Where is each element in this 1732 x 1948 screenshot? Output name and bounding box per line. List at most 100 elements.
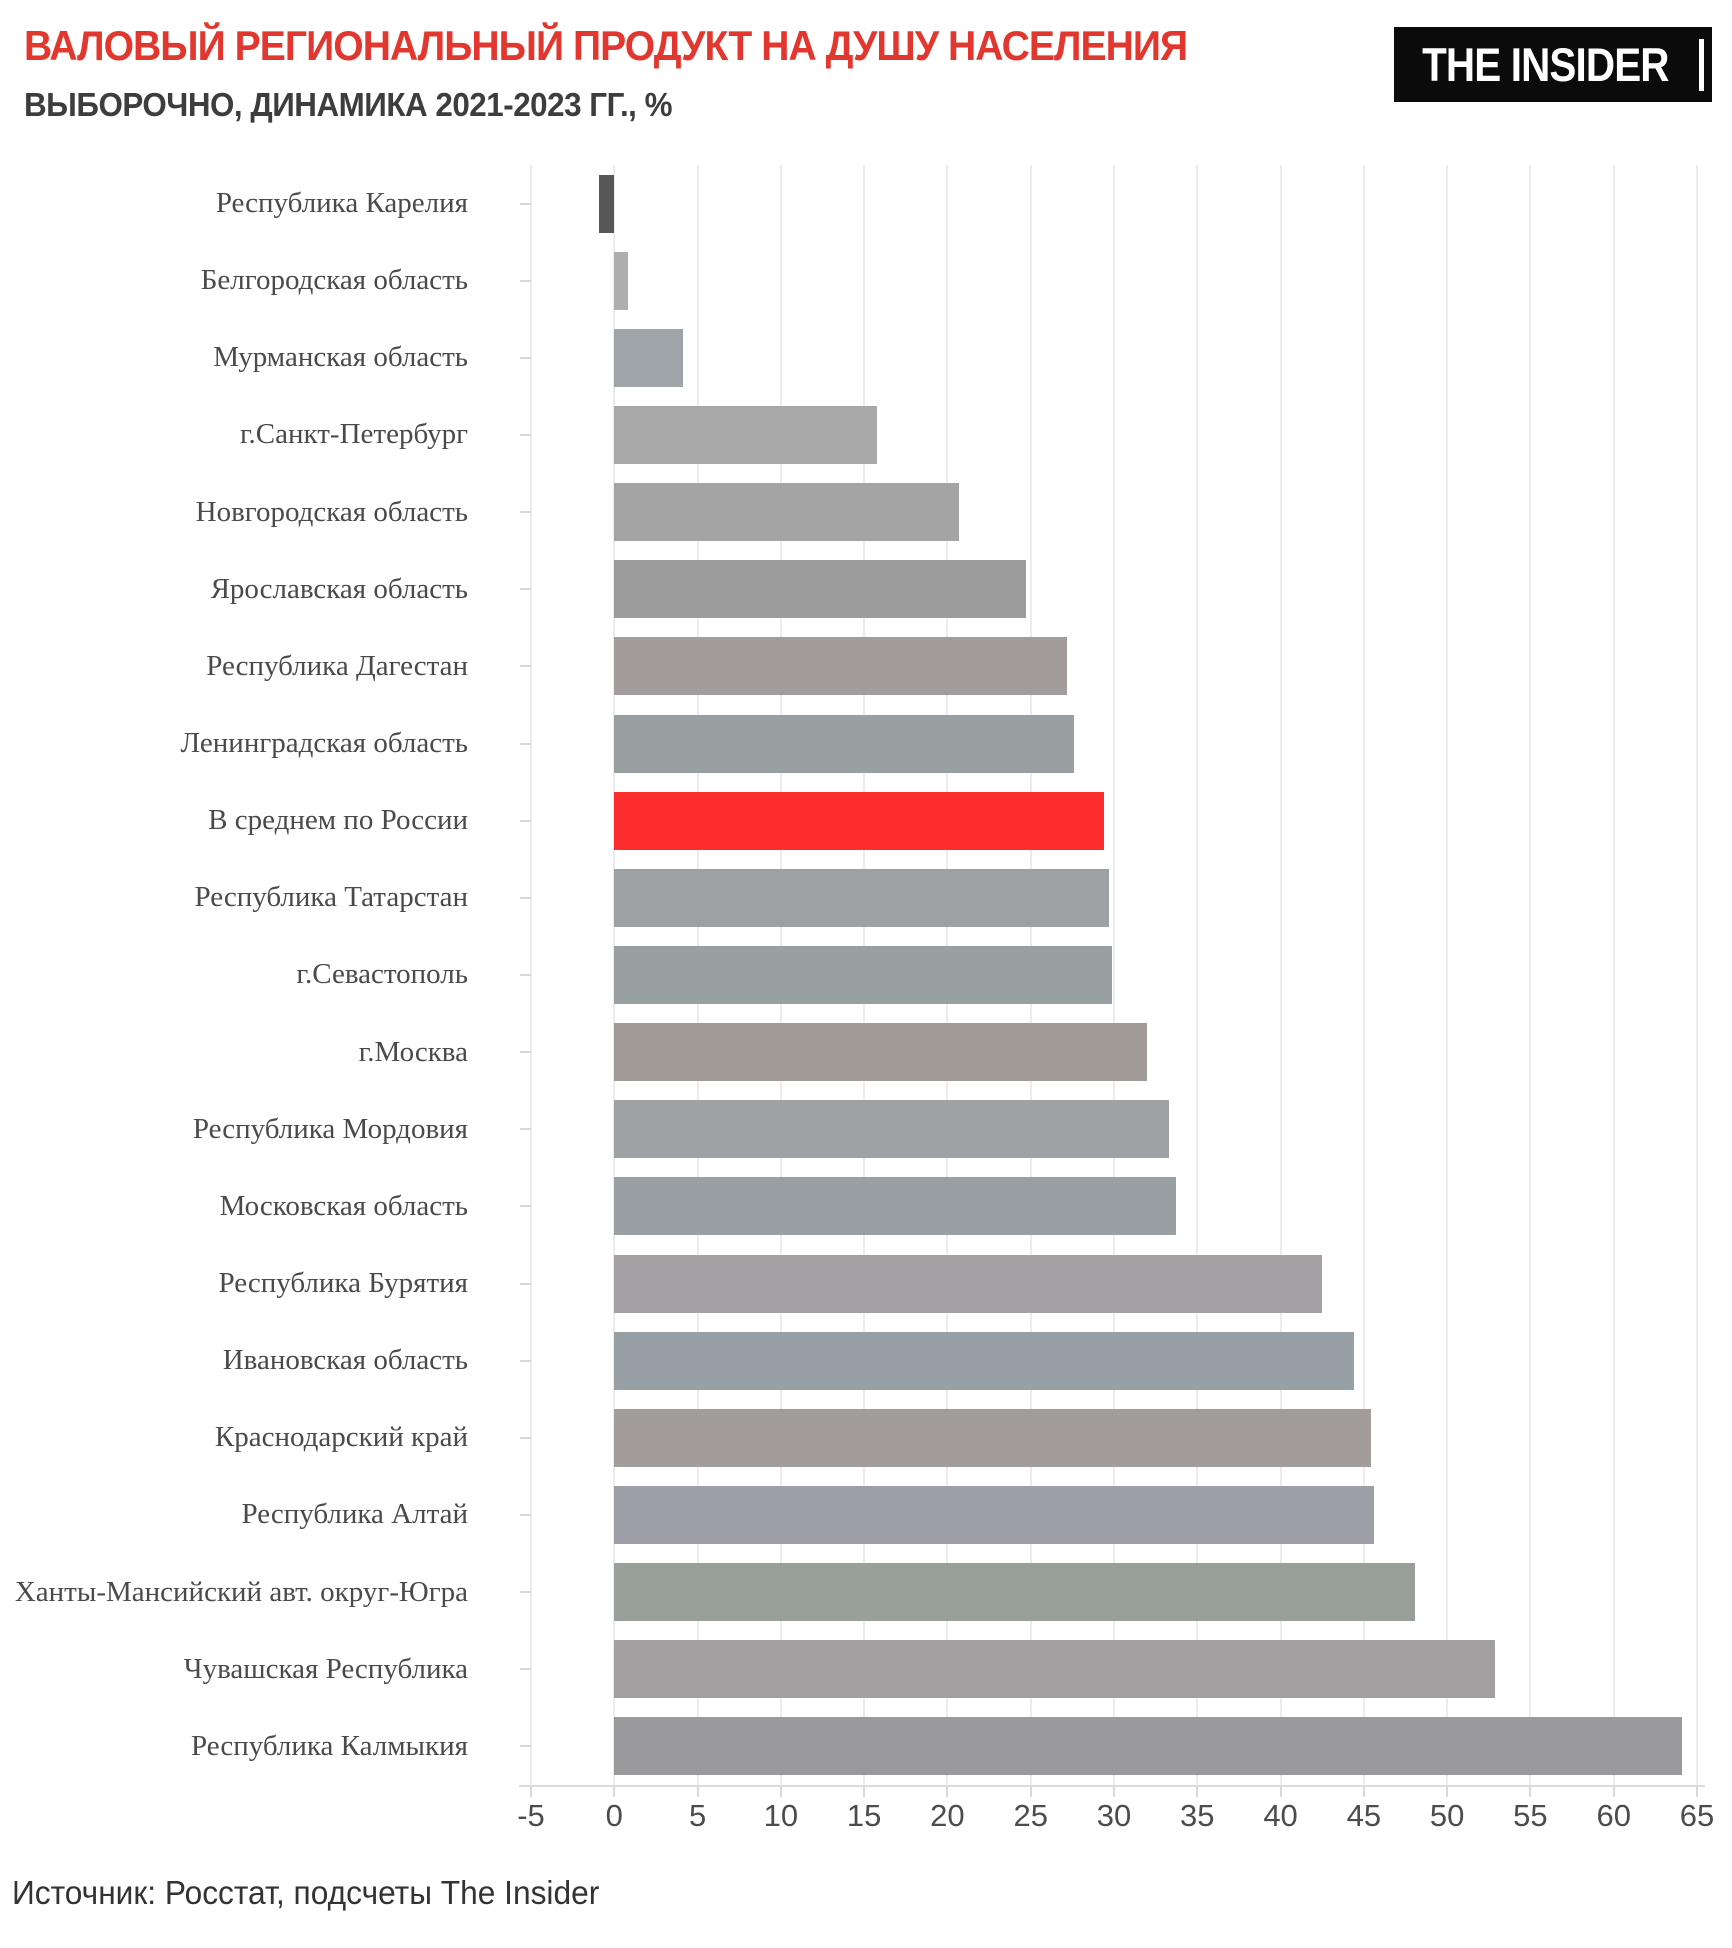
- bar: [599, 174, 615, 233]
- y-axis-tick: [520, 1436, 531, 1439]
- bar-row: г.Севастополь: [0, 936, 1732, 1013]
- category-label: Ханты-Мансийский авт. округ-Югра: [14, 1575, 468, 1608]
- category-label: Республика Дагестан: [206, 649, 468, 682]
- gridline-65: [1696, 165, 1698, 1785]
- category-label: Ивановская область: [222, 1344, 468, 1377]
- x-axis-tickmark: [863, 1787, 866, 1797]
- x-axis-tickmark: [1696, 1787, 1698, 1797]
- bar-row: Ярославская область: [0, 551, 1732, 628]
- bar-row: Ленинградская область: [0, 705, 1732, 782]
- bar-row: Ханты-Мансийский авт. округ-Югра: [0, 1554, 1732, 1631]
- x-axis-label: 30: [1096, 1798, 1132, 1833]
- x-axis-label: 45: [1346, 1798, 1382, 1833]
- x-axis-label: 0: [605, 1798, 623, 1833]
- x-axis-label: 10: [763, 1798, 799, 1833]
- bar-row: Республика Карелия: [0, 165, 1732, 242]
- bar-track: [531, 1322, 1697, 1399]
- y-axis-tick: [520, 973, 531, 976]
- x-axis-line: [519, 1785, 1705, 1787]
- logo-text: THE INSIDER: [1422, 38, 1669, 91]
- bar-row: Республика Алтай: [0, 1476, 1732, 1553]
- bar: [614, 1023, 1148, 1082]
- bar-row: Ивановская область: [0, 1322, 1732, 1399]
- bar-row: Республика Калмыкия: [0, 1708, 1732, 1785]
- category-label: г.Севастополь: [296, 958, 468, 991]
- x-axis-tickmark: [1196, 1787, 1199, 1797]
- y-axis-tick: [520, 1668, 531, 1671]
- y-axis-tick: [520, 279, 531, 282]
- the-insider-logo: THE INSIDER: [1394, 27, 1712, 102]
- x-axis-tickmark: [530, 1787, 532, 1797]
- bar-track: [531, 1554, 1697, 1631]
- bar: [614, 1485, 1374, 1544]
- bar-track: [531, 1631, 1697, 1708]
- x-axis-tickmark: [946, 1787, 949, 1797]
- bar-track: [531, 242, 1697, 319]
- bar-track: [531, 628, 1697, 705]
- x-axis-label: 65: [1679, 1798, 1715, 1833]
- y-axis-tick: [520, 742, 531, 745]
- gridline-30: [1113, 165, 1115, 1785]
- bar-track: [531, 1014, 1697, 1091]
- category-label: Московская область: [219, 1189, 468, 1222]
- bar-row: Новгородская область: [0, 474, 1732, 551]
- x-axis-label: 40: [1263, 1798, 1298, 1833]
- bar-track: [531, 396, 1697, 473]
- x-axis-label: 55: [1513, 1798, 1548, 1833]
- bar: [614, 560, 1026, 619]
- bar-track: [531, 165, 1697, 242]
- bar-track: [531, 859, 1697, 936]
- x-axis-label: 20: [930, 1798, 965, 1833]
- bar: [614, 1640, 1496, 1699]
- bar-track: [531, 1245, 1697, 1322]
- x-axis-tickmark: [1362, 1787, 1365, 1797]
- x-axis-label: 25: [1013, 1798, 1048, 1833]
- y-axis-tick: [520, 1745, 531, 1748]
- bar: [614, 251, 628, 310]
- page-subtitle: ВЫБОРОЧНО, ДИНАМИКА 2021-2023 ГГ., %: [24, 86, 673, 123]
- bar: [614, 1563, 1416, 1622]
- gridline-45: [1362, 165, 1365, 1785]
- y-axis-tick: [520, 896, 531, 899]
- gridline-60: [1612, 165, 1615, 1785]
- x-axis-tickmark: [1113, 1787, 1115, 1797]
- bar: [614, 483, 960, 542]
- x-axis-label: 15: [846, 1798, 882, 1833]
- bar-track: [531, 1399, 1697, 1476]
- bar-row: г.Санкт-Петербург: [0, 396, 1732, 473]
- bar-row: Московская область: [0, 1168, 1732, 1245]
- bar: [614, 637, 1068, 696]
- x-axis-tickmark: [779, 1787, 782, 1797]
- y-axis-tick: [520, 1359, 531, 1362]
- x-axis-label: -5: [517, 1798, 545, 1833]
- x-axis-tickmark: [613, 1787, 616, 1797]
- bar-row: В среднем по России: [0, 782, 1732, 859]
- x-axis-tickmark: [1029, 1787, 1032, 1797]
- bar-highlight-russia-average: [614, 791, 1104, 850]
- y-axis-tick: [520, 202, 531, 205]
- x-axis-tickmark: [1529, 1787, 1532, 1797]
- bar-track: [531, 705, 1697, 782]
- bar-row: Республика Бурятия: [0, 1245, 1732, 1322]
- bar-row: Белгородская область: [0, 242, 1732, 319]
- page-title: ВАЛОВЫЙ РЕГИОНАЛЬНЫЙ ПРОДУКТ НА ДУШУ НАС…: [24, 22, 1188, 69]
- x-axis-tickmark: [1446, 1787, 1449, 1797]
- category-label: Республика Бурятия: [218, 1267, 468, 1300]
- bar-track: [531, 474, 1697, 551]
- bar-track: [531, 551, 1697, 628]
- bar: [614, 945, 1113, 1004]
- bar: [614, 1254, 1323, 1313]
- bar: [614, 405, 878, 464]
- bar: [614, 1100, 1169, 1159]
- category-label: Республика Мордовия: [192, 1112, 468, 1145]
- y-axis-tick: [520, 1051, 531, 1054]
- bar: [614, 328, 683, 387]
- bar-track: [531, 782, 1697, 859]
- bar: [614, 868, 1109, 927]
- y-axis-tick: [520, 1591, 531, 1594]
- x-axis-label: 60: [1596, 1798, 1631, 1833]
- category-label: г.Санкт-Петербург: [239, 418, 468, 451]
- bar: [614, 1177, 1176, 1236]
- y-axis-tick: [520, 588, 531, 591]
- category-label: Ленинградская область: [180, 727, 468, 760]
